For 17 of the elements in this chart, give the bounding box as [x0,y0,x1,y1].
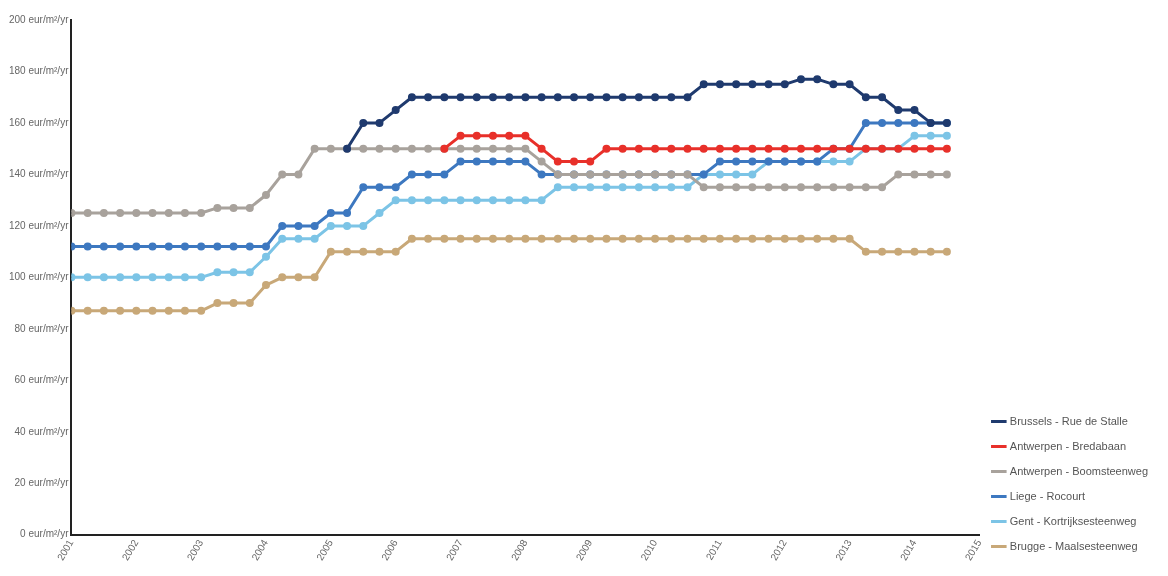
legend-label: Antwerpen - Bredabaan [1009,439,1126,452]
y-tick-label: 80 eur/m²/yr [14,322,70,334]
legend-label: Liege - Rocourt [1009,489,1086,502]
y-tick-label: 100 eur/m²/yr [8,271,70,283]
y-tick-label: 40 eur/m²/yr [14,425,70,437]
legend-label: Gent - Kortrijksesteenweg [1009,514,1137,527]
y-tick-label: 0 eur/m²/yr [20,528,70,540]
y-tick-label: 120 eur/m²/yr [8,219,70,231]
y-tick-label: 180 eur/m²/yr [8,65,70,77]
y-tick-label: 20 eur/m²/yr [14,477,70,489]
legend-label: Brussels - Rue de Stalle [1009,414,1128,427]
legend-label: Antwerpen - Boomsteenweg [1009,464,1148,477]
y-tick-label: 200 eur/m²/yr [8,13,70,25]
y-tick-label: 160 eur/m²/yr [8,116,70,128]
y-tick-label: 140 eur/m²/yr [8,168,70,180]
y-tick-label: 60 eur/m²/yr [14,374,70,386]
legend-label: Brugge - Maalsesteenweg [1009,539,1138,552]
